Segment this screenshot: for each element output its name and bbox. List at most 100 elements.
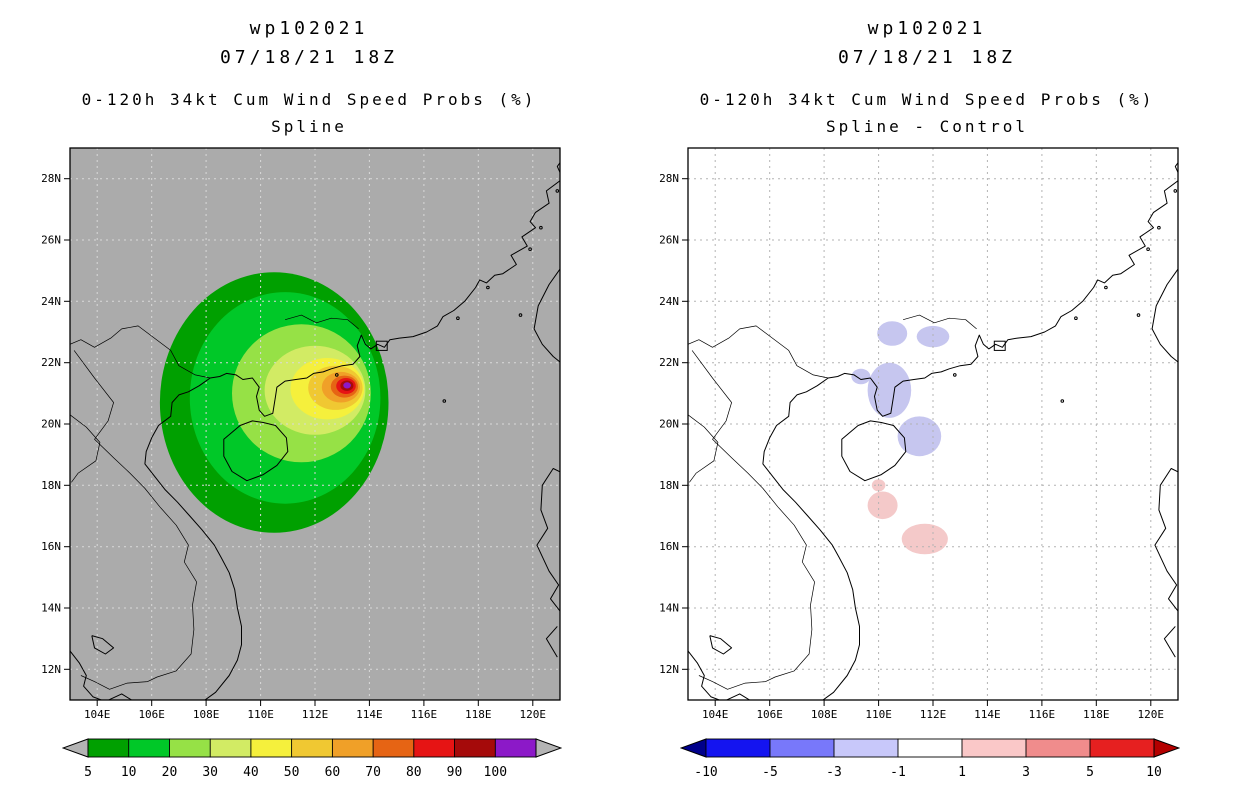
init-time: 07/18/21 18Z [219,47,399,68]
svg-text:104E: 104E [84,708,111,721]
svg-text:14N: 14N [41,602,61,615]
svg-text:108E: 108E [193,708,220,721]
panel-spline: wp102021 07/18/21 18Z 0-120h 34kt Cum Wi… [30,14,590,782]
svg-text:24N: 24N [41,295,61,308]
svg-text:-1: -1 [890,765,906,780]
svg-text:20: 20 [162,765,178,780]
product-title: 0-120h 34kt Cum Wind Speed Probs (%) [81,90,537,109]
svg-text:106E: 106E [138,708,165,721]
svg-text:106E: 106E [756,708,783,721]
svg-text:20N: 20N [659,418,679,431]
colorbar-labels: 5 10 20 30 40 50 60 70 80 90 100 [84,765,507,780]
panel-difference-header: wp102021 07/18/21 18Z 0-120h 34kt Cum Wi… [677,14,1177,140]
colorbar-right-arrow [1153,738,1181,758]
svg-text:18N: 18N [41,479,61,492]
panel-spline-header: wp102021 07/18/21 18Z 0-120h 34kt Cum Wi… [59,14,559,140]
svg-text:16N: 16N [659,540,679,553]
svg-text:12N: 12N [659,663,679,676]
svg-text:30: 30 [202,765,218,780]
method-label: Spline - Control [825,117,1029,136]
svg-text:24N: 24N [659,295,679,308]
svg-text:16N: 16N [41,540,61,553]
coastlines [688,161,1178,700]
country-borders [70,314,359,690]
svg-text:118E: 118E [465,708,492,721]
method-label: Spline [271,117,347,136]
svg-text:-5: -5 [762,765,778,780]
svg-text:22N: 22N [659,356,679,369]
svg-text:26N: 26N [41,234,61,247]
map-spline-minus-control: 12N 14N 16N 18N 20N 22N 24N 26N 28N 104E 106E 108E 1… [648,142,1208,732]
init-time: 07/18/21 18Z [837,47,1017,68]
graticule [70,148,560,700]
small-islands [953,189,1178,403]
svg-text:10: 10 [1146,765,1162,780]
svg-text:28N: 28N [41,172,61,185]
svg-text:110E: 110E [247,708,274,721]
graticule [688,148,1178,700]
colorbar-svg: 5 10 20 30 40 50 60 70 80 90 100 [61,738,563,780]
svg-text:28N: 28N [659,172,679,185]
storm-id: wp102021 [249,18,369,39]
svg-text:26N: 26N [659,234,679,247]
svg-text:10: 10 [121,765,137,780]
colorbar-left-arrow [61,738,89,758]
axis-tick-labels: 12N 14N 16N 18N 20N 22N 24N 26N 28N 104E 106E 108E 1… [41,172,546,721]
svg-text:50: 50 [284,765,300,780]
svg-text:5: 5 [84,765,92,780]
svg-text:114E: 114E [974,708,1001,721]
svg-text:3: 3 [1022,765,1030,780]
svg-text:112E: 112E [302,708,329,721]
axis-ticks [682,178,1152,706]
svg-text:22N: 22N [41,356,61,369]
svg-text:60: 60 [325,765,341,780]
hong-kong-box [993,340,1006,351]
svg-text:14N: 14N [659,602,679,615]
svg-text:-10: -10 [694,765,717,780]
svg-text:40: 40 [243,765,259,780]
svg-text:100: 100 [484,765,507,780]
colorbar-difference: -10 -5 -3 -1 1 3 5 10 [679,736,1181,782]
svg-text:116E: 116E [1029,708,1056,721]
country-borders [688,314,977,690]
svg-text:104E: 104E [702,708,729,721]
svg-text:5: 5 [1086,765,1094,780]
axis-ticks [64,178,534,706]
storm-id: wp102021 [867,18,987,39]
coastlines [70,161,560,700]
colorbar-segments [705,738,1155,758]
svg-text:120E: 120E [520,708,547,721]
map-svg: 12N 14N 16N 18N 20N 22N 24N 26N 28N 104E 106E 108E 1… [41,147,561,721]
colorbar-labels: -10 -5 -3 -1 1 3 5 10 [694,765,1162,780]
svg-text:1: 1 [958,765,966,780]
colorbar-svg: -10 -5 -3 -1 1 3 5 10 [679,738,1181,780]
map-spline: 12N 14N 16N 18N 20N 22N 24N 26N 28N 104E 106E 108E 1… [30,142,590,732]
panel-spline-minus-control: wp102021 07/18/21 18Z 0-120h 34kt Cum Wi… [618,0,1236,800]
svg-text:114E: 114E [356,708,383,721]
svg-text:70: 70 [365,765,381,780]
svg-text:118E: 118E [1083,708,1110,721]
svg-text:12N: 12N [41,663,61,676]
hong-kong-box [375,340,388,351]
svg-text:116E: 116E [411,708,438,721]
svg-text:112E: 112E [920,708,947,721]
colorbar-segments [87,738,537,758]
svg-text:120E: 120E [1138,708,1165,721]
product-title: 0-120h 34kt Cum Wind Speed Probs (%) [699,90,1155,109]
map-svg: 12N 14N 16N 18N 20N 22N 24N 26N 28N 104E 106E 108E 1… [659,147,1179,721]
svg-text:108E: 108E [811,708,838,721]
colorbar-probability: 5 10 20 30 40 50 60 70 80 90 100 [61,736,563,782]
axis-tick-labels: 12N 14N 16N 18N 20N 22N 24N 26N 28N 104E 106E 108E 1… [659,172,1164,721]
difference-patches [851,321,950,555]
small-islands [335,189,560,403]
svg-text:18N: 18N [659,479,679,492]
title-spacer [677,72,1177,86]
svg-text:-3: -3 [826,765,842,780]
svg-text:110E: 110E [865,708,892,721]
colorbar-left-arrow [679,738,707,758]
title-spacer [59,72,559,86]
svg-text:80: 80 [406,765,422,780]
colorbar-right-arrow [535,738,563,758]
svg-text:20N: 20N [41,418,61,431]
